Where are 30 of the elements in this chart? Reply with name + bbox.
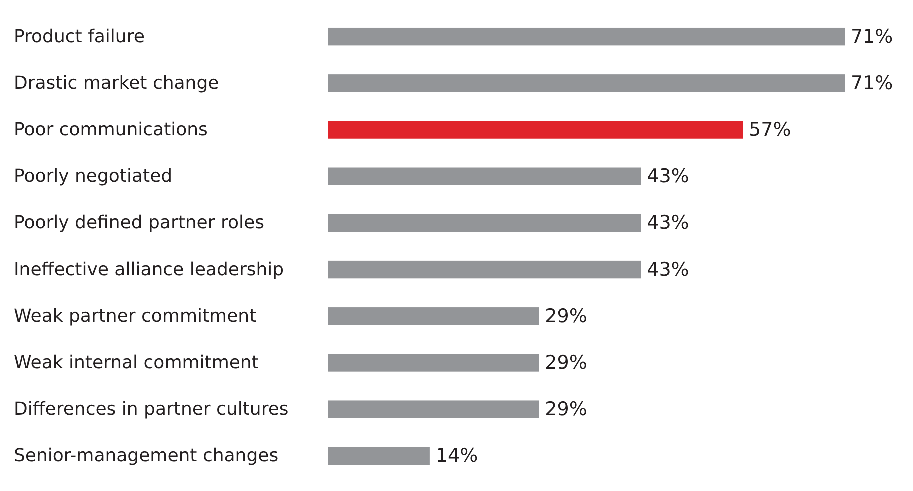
data-label: 57%	[749, 119, 792, 142]
y-tick-label: Weak partner commitment	[14, 306, 257, 327]
bar	[328, 260, 642, 279]
bar	[328, 354, 540, 372]
y-tick-label: Poor communications	[14, 120, 208, 141]
y-tick-label: Weak internal commitment	[14, 352, 259, 374]
y-tick-label: Drastic market change	[14, 72, 220, 94]
bar	[328, 400, 540, 418]
y-tick-label: Poorly negotiated	[14, 166, 173, 188]
y-tick-label: Ineffective alliance leadership	[14, 259, 284, 280]
y-tick-label: Product failure	[14, 26, 145, 48]
y-tick-label: Differences in partner cultures	[14, 399, 289, 420]
bar	[328, 74, 845, 92]
y-tick-label: Senior-management changes	[14, 446, 279, 467]
data-label: 14%	[436, 445, 478, 468]
y-tick-label: Poorly defined partner roles	[14, 212, 264, 234]
bar	[328, 28, 845, 46]
bar	[328, 121, 744, 139]
bar	[328, 447, 430, 466]
bar	[328, 214, 642, 232]
data-label: 29%	[545, 352, 588, 374]
data-label: 29%	[545, 398, 588, 421]
bar	[328, 168, 642, 186]
data-label: 43%	[647, 258, 690, 281]
data-label: 43%	[647, 166, 690, 188]
bar	[328, 308, 540, 326]
data-label: 71%	[851, 26, 894, 48]
data-label: 43%	[647, 212, 690, 234]
data-label: 29%	[545, 305, 588, 328]
data-label: 71%	[851, 72, 894, 94]
